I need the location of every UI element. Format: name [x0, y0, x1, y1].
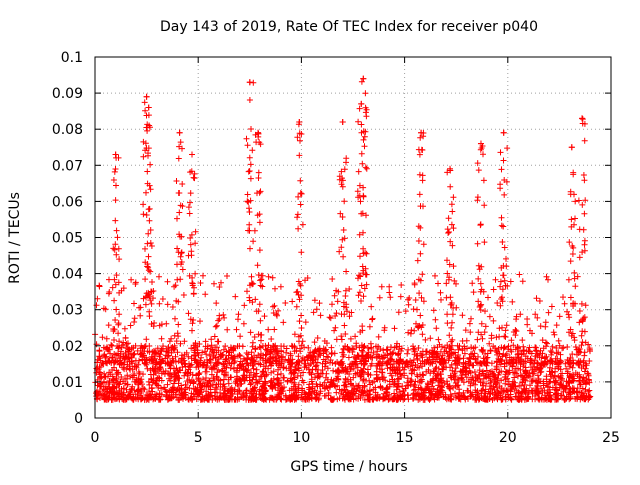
y-tick-label: 0 — [74, 411, 83, 427]
peak-point — [339, 118, 346, 125]
peak-point — [145, 104, 152, 111]
x-tick-label: 0 — [91, 430, 100, 446]
peak-point — [246, 79, 253, 86]
peak-point — [568, 144, 575, 151]
y-axis-title: ROTI / TECUs — [7, 192, 23, 284]
peak-point — [477, 140, 484, 147]
x-tick-label: 5 — [194, 430, 203, 446]
data-points — [92, 75, 594, 403]
peak-point — [358, 100, 365, 107]
x-tick-label: 15 — [396, 430, 414, 446]
x-tick-label: 25 — [602, 430, 620, 446]
y-tick-label: 0.04 — [52, 267, 83, 283]
scatter-markers — [92, 75, 594, 403]
y-tick-label: 0.03 — [52, 303, 83, 319]
x-tick-label: 20 — [499, 430, 517, 446]
x-axis-title: GPS time / hours — [290, 459, 407, 475]
y-tick-label: 0.1 — [61, 50, 83, 66]
peak-point — [189, 151, 196, 158]
chart-title: Day 143 of 2019, Rate Of TEC Index for r… — [160, 19, 538, 35]
peak-point — [447, 165, 454, 172]
peak-point — [255, 129, 262, 136]
y-tick-label: 0.01 — [52, 375, 83, 391]
y-tick-label: 0.05 — [52, 231, 83, 247]
y-tick-label: 0.08 — [52, 122, 83, 138]
peak-point — [500, 129, 507, 136]
peak-point — [296, 118, 303, 125]
peak-point — [176, 129, 183, 136]
peak-point — [579, 115, 586, 122]
y-tick-label: 0.07 — [52, 158, 83, 174]
peak-point — [360, 75, 367, 82]
axis-ticks: 0 0.01 0.02 0.03 0.04 0.05 0.06 0.07 0.08 0.09 0.1… — [52, 50, 620, 446]
peak-point — [112, 151, 119, 158]
peak-point — [143, 93, 150, 100]
y-tick-label: 0.02 — [52, 339, 83, 355]
y-tick-label: 0.09 — [52, 86, 83, 102]
peak-point — [418, 129, 425, 136]
y-tick-label: 0.06 — [52, 194, 83, 210]
x-tick-label: 10 — [292, 430, 310, 446]
